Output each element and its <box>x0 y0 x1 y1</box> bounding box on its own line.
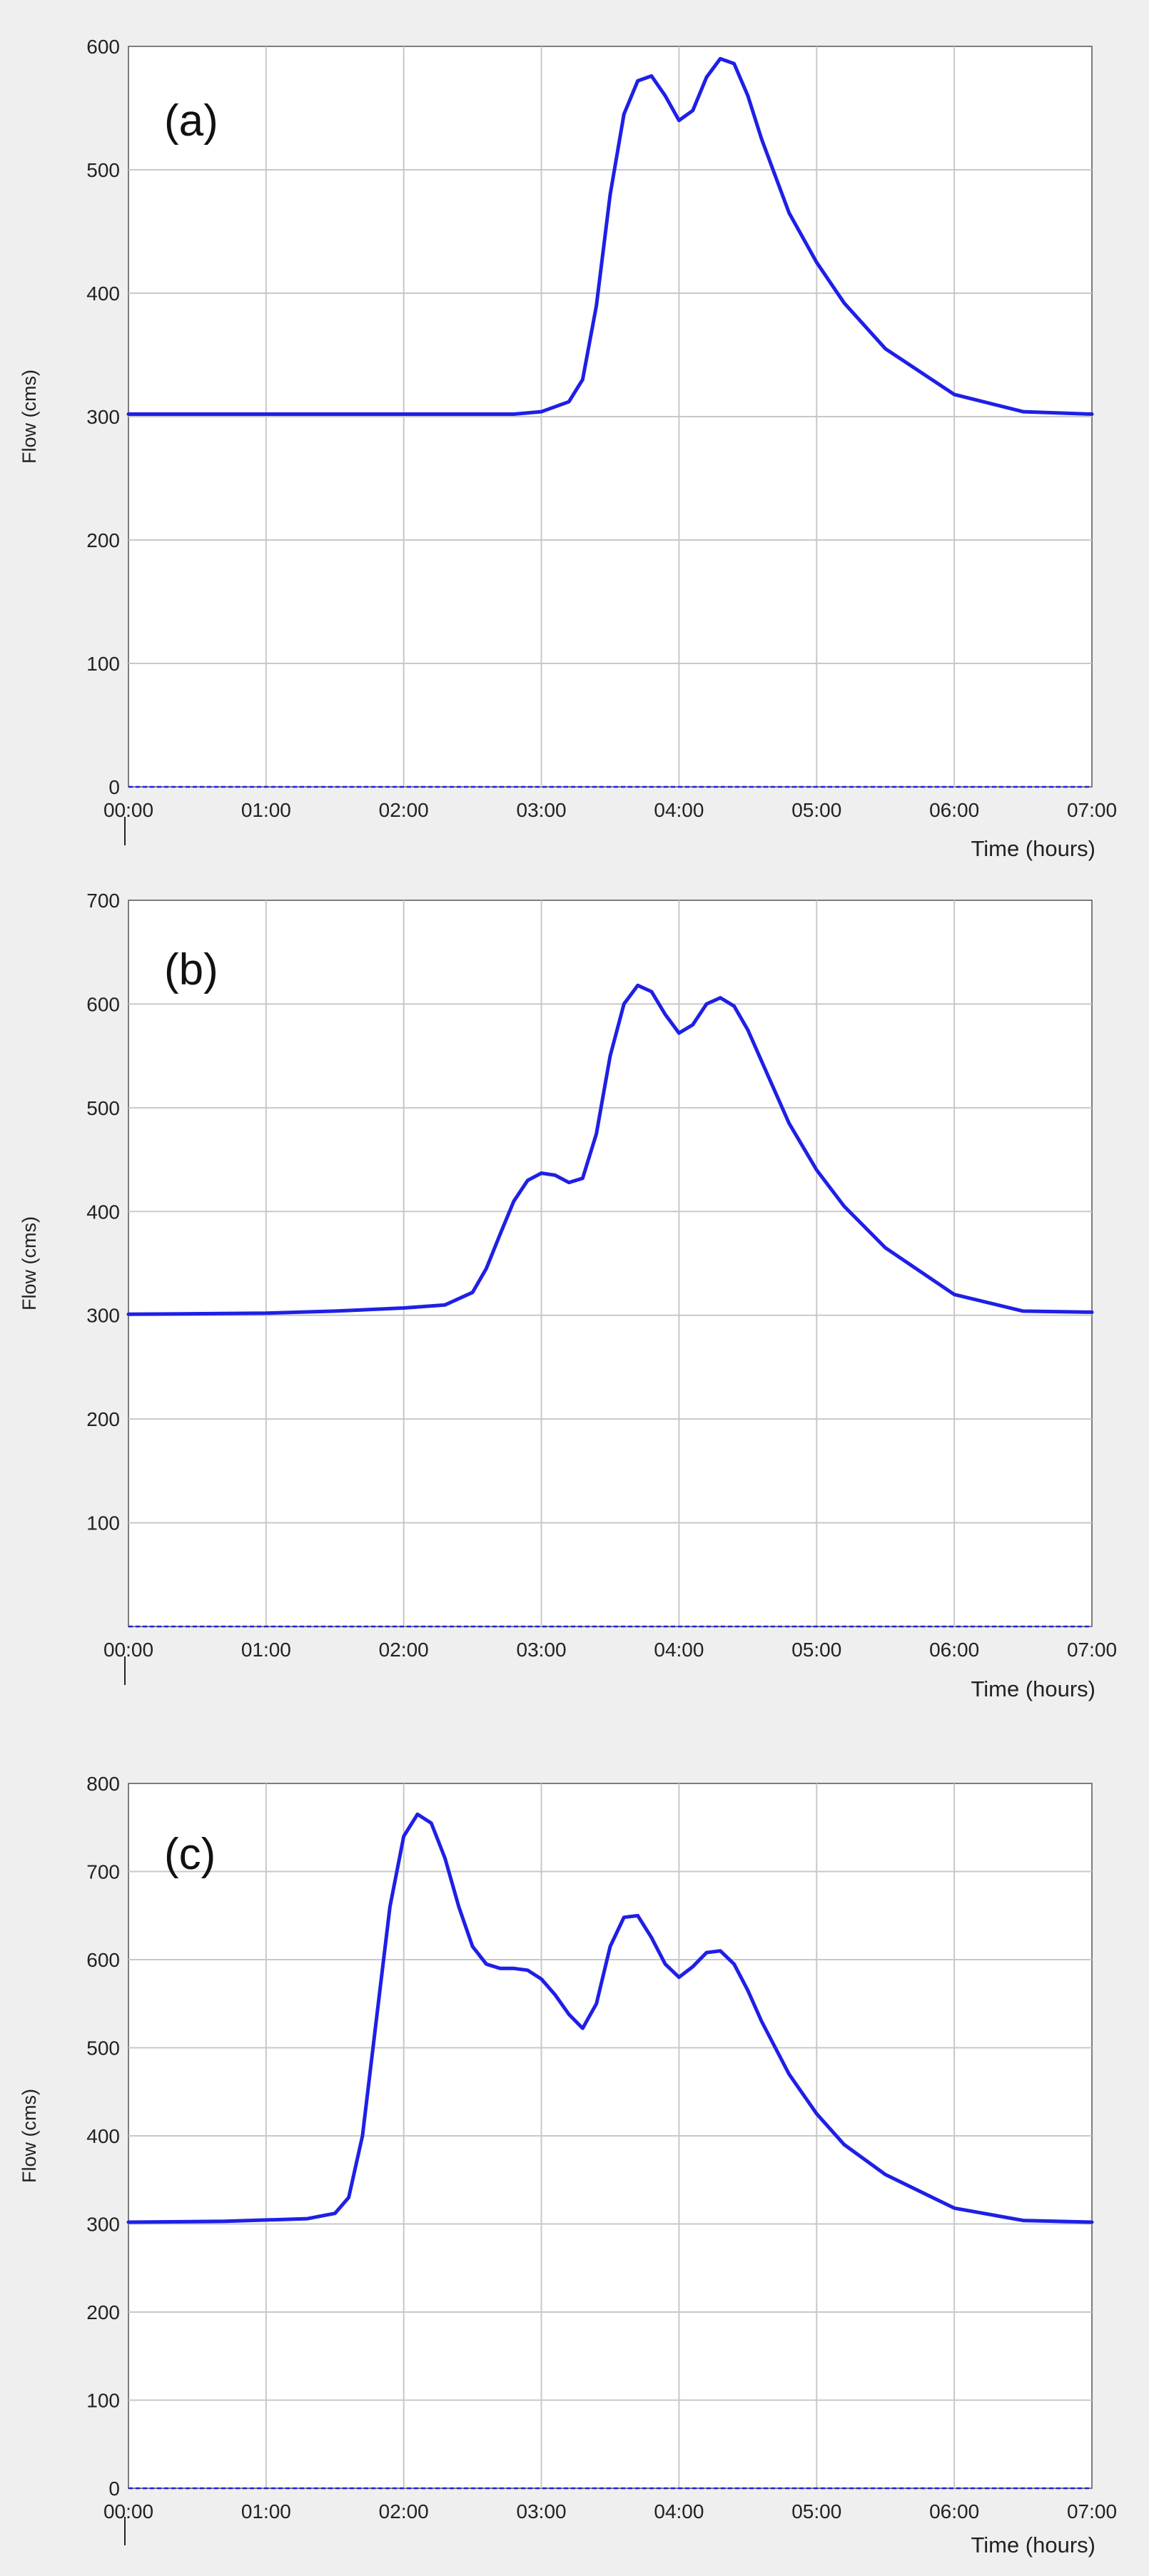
x-tick-label: 01:00 <box>241 1639 291 1661</box>
x-tick-label: 02:00 <box>379 2500 429 2522</box>
x-tick-label: 01:00 <box>241 799 291 821</box>
x-tick-label: 01:00 <box>241 2500 291 2522</box>
y-tick-label: 200 <box>86 1408 120 1430</box>
y-tick-label: 300 <box>86 406 120 428</box>
panel-label: (b) <box>164 945 218 994</box>
x-tick-label: 02:00 <box>379 799 429 821</box>
y-tick-label: 400 <box>86 1201 120 1223</box>
y-tick-label: 200 <box>86 529 120 551</box>
y-axis-label: Flow (cms) <box>19 370 40 464</box>
y-tick-label: 400 <box>86 282 120 305</box>
x-tick-label: 05:00 <box>791 1639 841 1661</box>
y-tick-label: 400 <box>86 2125 120 2147</box>
y-tick-label: 600 <box>86 1949 120 1971</box>
y-axis-label: Flow (cms) <box>19 2089 40 2183</box>
x-axis-label: Time (hours) <box>971 2532 1095 2557</box>
x-tick-label: 02:00 <box>379 1639 429 1661</box>
x-tick-label: 03:00 <box>517 2500 567 2522</box>
x-tick-label: 06:00 <box>929 799 979 821</box>
x-tick-label: 06:00 <box>929 1639 979 1661</box>
y-tick-label: 700 <box>86 890 120 912</box>
y-tick-label: 200 <box>86 2301 120 2323</box>
x-tick-label: 00:00 <box>103 799 153 821</box>
x-tick-label: 07:00 <box>1067 2500 1117 2522</box>
y-tick-label: 300 <box>86 1305 120 1327</box>
flow-series-line <box>126 56 1094 416</box>
x-tick-label: 03:00 <box>517 799 567 821</box>
y-tick-label: 300 <box>86 2214 120 2236</box>
y-tick-label: 800 <box>86 1773 120 1795</box>
y-tick-label: 100 <box>86 1512 120 1534</box>
x-tick-label: 07:00 <box>1067 799 1117 821</box>
panel-label: (a) <box>164 96 218 146</box>
y-tick-label: 500 <box>86 2037 120 2060</box>
plot-area <box>128 900 1093 1627</box>
x-tick-label: 03:00 <box>517 1639 567 1661</box>
y-tick-label: 0 <box>108 776 120 798</box>
y-tick-label: 0 <box>108 2478 120 2500</box>
x-axis-label: Time (hours) <box>971 1676 1095 1701</box>
panel-label: (c) <box>164 1830 216 1879</box>
y-tick-label: 500 <box>86 1097 120 1119</box>
chart-panel-b: 00:00 01:00 02:00 03:00 04:00 05:00 06:00 07:00… <box>0 881 1149 1764</box>
x-tick-label: 04:00 <box>654 799 704 821</box>
flow-series-line <box>126 983 1094 1316</box>
x-tick-label: 07:00 <box>1067 1639 1117 1661</box>
y-tick-label: 600 <box>86 993 120 1015</box>
x-tick-label: 00:00 <box>103 2500 153 2522</box>
y-tick-label: 600 <box>86 36 120 58</box>
x-tick-label: 00:00 <box>103 1639 153 1661</box>
y-tick-label: 500 <box>86 159 120 181</box>
x-axis-label: Time (hours) <box>971 836 1095 861</box>
x-tick-label: 05:00 <box>791 2500 841 2522</box>
x-tick-label: 04:00 <box>654 1639 704 1661</box>
x-tick-label: 05:00 <box>791 799 841 821</box>
y-tick-label: 100 <box>86 2390 120 2412</box>
flow-series-line <box>126 1812 1094 2224</box>
y-tick-label: 700 <box>86 1861 120 1883</box>
y-tick-label: 100 <box>86 653 120 675</box>
chart-panel-a: 00:00 01:00 02:00 03:00 04:00 05:00 06:00 07:00… <box>0 0 1149 881</box>
x-tick-label: 04:00 <box>654 2500 704 2522</box>
x-tick-label: 06:00 <box>929 2500 979 2522</box>
y-axis-label: Flow (cms) <box>19 1216 40 1310</box>
chart-panel-c: 00:00 01:00 02:00 03:00 04:00 05:00 06:00 07:00… <box>0 1764 1149 2576</box>
